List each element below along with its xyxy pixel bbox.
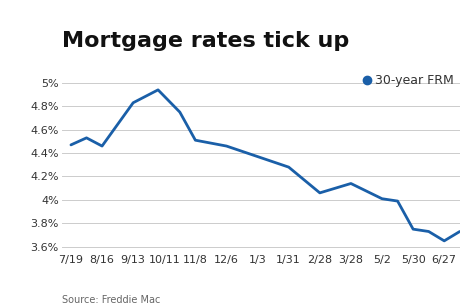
Text: Mortgage rates tick up: Mortgage rates tick up — [62, 31, 349, 51]
Text: Source: Freddie Mac: Source: Freddie Mac — [62, 295, 160, 305]
Legend: 30-year FRM: 30-year FRM — [364, 75, 454, 87]
